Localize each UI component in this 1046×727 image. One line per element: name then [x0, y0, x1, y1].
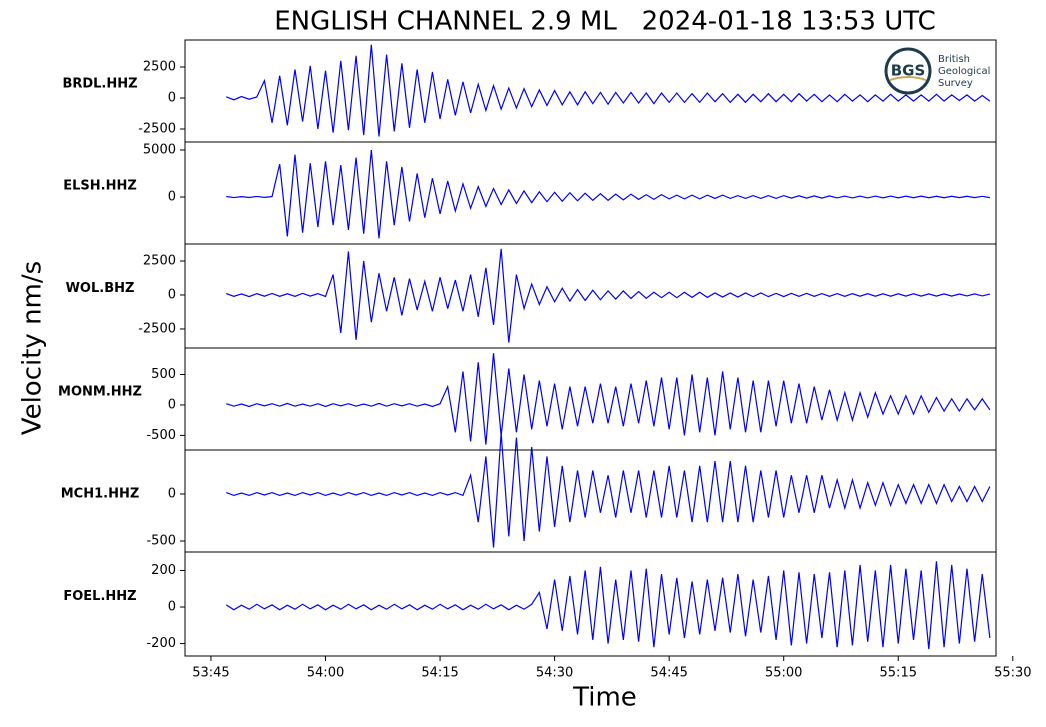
chart-title: ENGLISH CHANNEL 2.9 ML 2024-01-18 13:53 … — [274, 7, 936, 37]
y-tick-label: 0 — [168, 189, 176, 204]
y-tick-label: -500 — [146, 534, 176, 549]
station-label: MONM.HHZ — [58, 384, 142, 399]
x-tick-label: 55:00 — [765, 666, 802, 681]
station-label: WOL.BHZ — [66, 281, 135, 296]
y-tick-label: 200 — [151, 563, 176, 578]
y-tick-label: 2500 — [143, 60, 176, 75]
station-label: FOEL.HHZ — [63, 589, 136, 604]
y-tick-label: 0 — [168, 600, 176, 615]
y-tick-label: -200 — [146, 636, 176, 651]
y-tick-label: -2500 — [138, 121, 176, 136]
x-tick-label: 54:45 — [650, 666, 687, 681]
station-label: BRDL.HHZ — [62, 76, 137, 91]
y-tick-label: -2500 — [138, 321, 176, 336]
logo-text: Survey — [938, 78, 973, 89]
x-tick-label: 55:15 — [880, 666, 917, 681]
y-tick-label: 0 — [168, 91, 176, 106]
trace — [226, 432, 991, 548]
x-tick-label: 55:30 — [994, 666, 1031, 681]
y-tick-label: 0 — [168, 486, 176, 501]
trace — [226, 353, 991, 445]
y-tick-label: 0 — [168, 287, 176, 302]
logo-text: Geological — [938, 66, 990, 77]
logo: BGS British Geological Survey — [884, 47, 990, 95]
logo-abbr: BGS — [891, 62, 926, 80]
x-tick-label: 53:45 — [192, 666, 229, 681]
x-tick-label: 54:00 — [307, 666, 344, 681]
station-label: MCH1.HHZ — [61, 486, 140, 501]
trace — [226, 149, 990, 239]
trace — [226, 248, 991, 343]
x-tick-label: 54:15 — [421, 666, 458, 681]
x-tick-label: 54:30 — [536, 666, 573, 681]
panel-frame — [184, 347, 997, 451]
panel-frame — [184, 551, 997, 657]
trace — [226, 44, 991, 137]
y-tick-label: 5000 — [143, 142, 176, 157]
logo-text: British — [938, 54, 970, 65]
x-axis-label: Time — [572, 683, 637, 713]
y-tick-label: 2500 — [143, 253, 176, 268]
y-tick-label: 500 — [151, 367, 176, 382]
logo-ring — [884, 47, 932, 95]
y-tick-label: -500 — [146, 428, 176, 443]
trace — [225, 561, 991, 650]
logo-wave — [889, 76, 927, 81]
station-label: ELSH.HHZ — [63, 178, 137, 193]
y-axis-label: Velocity nm/s — [18, 261, 48, 435]
y-tick-label: 0 — [168, 397, 176, 412]
